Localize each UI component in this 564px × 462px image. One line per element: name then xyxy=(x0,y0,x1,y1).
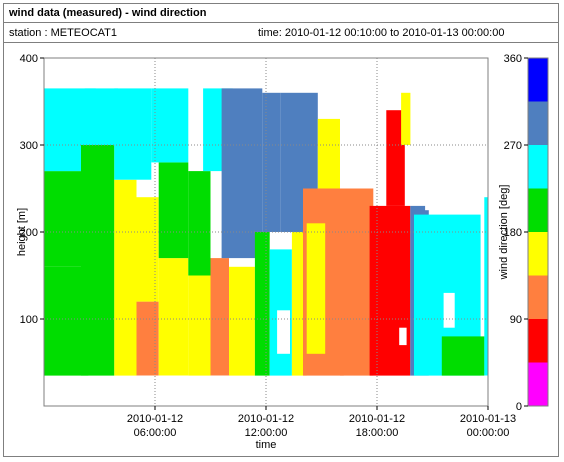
heatmap-region-4 xyxy=(84,88,118,145)
plot-grid xyxy=(44,58,488,406)
x-axis-label: time xyxy=(256,439,277,451)
y-axis-label: height [m] xyxy=(16,208,28,256)
heatmap-region-26 xyxy=(340,188,374,376)
heatmap-region-17 xyxy=(229,266,255,376)
colorbar-band-6 xyxy=(528,101,548,145)
colorbar-tick-label-0: 0 xyxy=(516,401,522,413)
heatmap-region-12 xyxy=(188,275,211,376)
heatmap-region-27 xyxy=(369,205,411,376)
colorbar-label: wind direction [deg] xyxy=(498,185,510,281)
colorbar: 0 90 180 270 360 xyxy=(504,53,549,413)
heatmap-region-5 xyxy=(114,179,137,376)
heatmap-region-24 xyxy=(306,223,326,354)
x-tick-label-time-2: 18:00:00 xyxy=(356,427,399,439)
heatmap-region-28 xyxy=(386,110,405,206)
x-tick-label-date-2: 2010-01-12 xyxy=(349,413,405,425)
colorbar-tick-label-4: 360 xyxy=(504,53,522,65)
heatmap-region-13 xyxy=(188,171,211,276)
heatmap-region-11 xyxy=(151,88,189,163)
no-data-patch-3 xyxy=(425,75,474,211)
no-data-patch-0 xyxy=(277,310,290,354)
y-tick-label-3: 400 xyxy=(20,53,38,65)
heatmap-region-25 xyxy=(317,118,340,189)
heatmap-cells xyxy=(44,75,488,376)
heatmap-region-9 xyxy=(158,258,189,376)
heatmap-region-10 xyxy=(158,162,189,259)
heatmap-region-19 xyxy=(262,92,281,232)
colorbar-band-7 xyxy=(528,58,548,102)
y-tick-label-1: 200 xyxy=(20,227,38,239)
x-tick-label-time-0: 06:00:00 xyxy=(134,427,177,439)
heatmap-region-8 xyxy=(136,197,159,302)
colorbar-band-4 xyxy=(528,188,548,232)
y-axis: 100 200 300 400 xyxy=(20,53,44,326)
colorbar-band-3 xyxy=(528,232,548,276)
y-tick-label-2: 300 xyxy=(20,140,38,152)
heatmap-region-29 xyxy=(401,92,411,145)
no-data-patch-2 xyxy=(443,292,455,328)
heatmap-region-6 xyxy=(114,88,152,180)
heatmap-region-3 xyxy=(81,145,115,376)
x-tick-label-time-1: 12:00:00 xyxy=(245,427,288,439)
x-tick-label-date-0: 2010-01-12 xyxy=(127,413,183,425)
x-tick-label-time-3: 00:00:00 xyxy=(467,427,510,439)
heatmap-region-32 xyxy=(441,336,485,376)
x-axis: 2010-01-12 06:00:00 2010-01-12 12:00:00 2010… xyxy=(127,406,516,439)
colorbar-tick-label-1: 90 xyxy=(510,314,522,326)
station-label: station : METEOCAT1 xyxy=(9,27,117,39)
heatmap-region-7 xyxy=(136,301,159,376)
info-bar: station : METEOCAT1 time: 2010-01-12 00:… xyxy=(4,23,558,43)
heatmap-region-16 xyxy=(221,88,263,259)
x-tick-label-date-1: 2010-01-12 xyxy=(238,413,294,425)
y-tick-label-0: 100 xyxy=(20,314,38,326)
no-data-patch-1 xyxy=(399,327,407,346)
colorbar-band-2 xyxy=(528,275,548,319)
colorbar-band-0 xyxy=(528,362,548,406)
time-range-label: time: 2010-01-12 00:10:00 to 2010-01-13 … xyxy=(258,27,505,39)
colorbar-tick-label-3: 270 xyxy=(504,140,522,152)
colorbar-band-1 xyxy=(528,319,548,363)
heatmap-region-18 xyxy=(254,232,270,376)
colorbar-band-5 xyxy=(528,145,548,189)
heatmap-region-15 xyxy=(210,258,229,376)
x-tick-label-date-3: 2010-01-13 xyxy=(460,413,516,425)
heatmap-region-33 xyxy=(484,197,488,376)
chart-title: wind data (measured) - wind direction xyxy=(4,4,558,23)
colorbar-tick-label-2: 180 xyxy=(504,227,522,239)
